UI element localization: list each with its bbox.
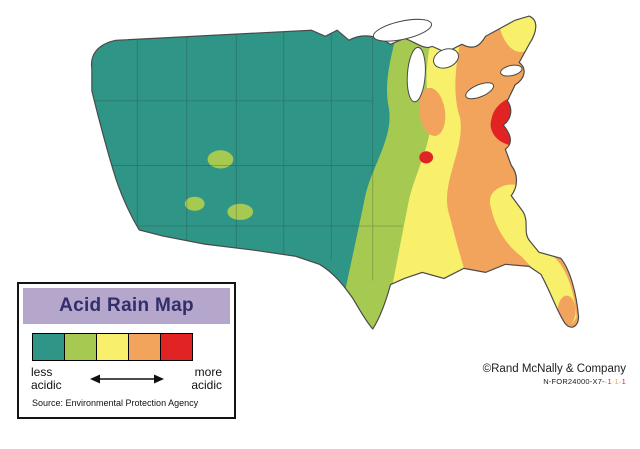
more-acidic-label: more acidic xyxy=(191,366,222,391)
state-boundaries xyxy=(91,31,403,281)
double-arrow-icon xyxy=(89,374,164,384)
copyright-text: ©Rand McNally & Company xyxy=(482,363,626,375)
lake-huron xyxy=(433,48,459,69)
us-acid-rain-map xyxy=(76,6,630,339)
more-acidic-line2: acidic xyxy=(191,377,222,392)
product-code-mark-1: ·1 xyxy=(604,377,612,386)
more-acidic-line1: more xyxy=(194,365,222,379)
lake-erie xyxy=(465,82,495,100)
us-outline xyxy=(90,15,580,330)
product-code-text: N-FOR24000-X7- xyxy=(543,377,605,386)
region-level2-newmexico-blob xyxy=(227,203,254,220)
lake-superior xyxy=(372,18,433,42)
region-level5-indiana-spot xyxy=(419,151,434,164)
region-level4-michigan xyxy=(418,87,446,137)
region-level3-maine xyxy=(495,16,544,52)
swatch-level-2 xyxy=(64,333,97,361)
less-acidic-label: less acidic xyxy=(31,366,62,391)
us-map-svg xyxy=(90,15,580,330)
legend-swatch-row xyxy=(32,333,234,361)
swatch-level-1 xyxy=(32,333,65,361)
product-code: N-FOR24000-X7-·1·1·1 xyxy=(483,377,626,386)
region-level3-southeast-florida xyxy=(489,184,577,325)
lake-michigan xyxy=(406,46,426,103)
region-level5-chesapeake-spot xyxy=(535,150,543,159)
swatch-level-4 xyxy=(128,333,161,361)
swatch-level-3 xyxy=(96,333,129,361)
product-code-mark-2: ·1 xyxy=(611,377,619,386)
great-lakes xyxy=(372,18,523,103)
region-level2-colorado-blob xyxy=(207,150,234,169)
swatch-level-5 xyxy=(160,333,193,361)
region-level4-band xyxy=(447,16,579,329)
region-level2-arizona-blob xyxy=(184,196,205,211)
credits-block: ©Rand McNally & Company N-FOR24000-X7-·1… xyxy=(483,363,626,386)
acidity-scale: less acidic more acidic xyxy=(19,361,234,391)
region-level4-florida-tip xyxy=(557,295,576,326)
less-acidic-line1: less xyxy=(31,365,53,379)
lake-ontario xyxy=(500,64,523,77)
product-code-mark-3: ·1 xyxy=(618,377,626,386)
source-attribution: Source: Environmental Protection Agency xyxy=(32,398,199,409)
less-acidic-line2: acidic xyxy=(31,377,62,392)
legend-box: Acid Rain Map less acidic more acidic So… xyxy=(17,282,236,419)
legend-title: Acid Rain Map xyxy=(23,288,230,324)
